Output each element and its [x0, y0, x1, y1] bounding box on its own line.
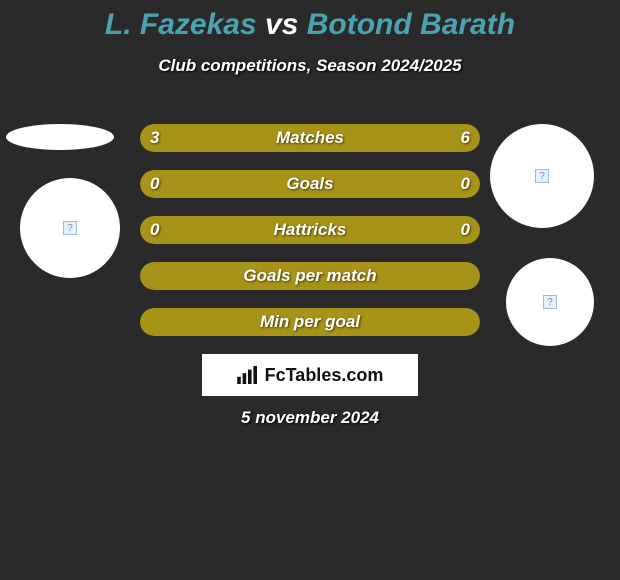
- stat-label: Matches: [140, 124, 480, 152]
- brand-text: FcTables.com: [265, 365, 384, 386]
- placeholder-icon: ?: [535, 169, 549, 183]
- title-player2: Botond Barath: [307, 8, 515, 41]
- crest-right: ?: [506, 258, 594, 346]
- stat-row: Goals per match: [140, 262, 480, 290]
- stat-label: Min per goal: [140, 308, 480, 336]
- brand-box: FcTables.com: [202, 354, 418, 396]
- stat-row: 00Hattricks: [140, 216, 480, 244]
- stat-row: 00Goals: [140, 170, 480, 198]
- avatar-player-right: ?: [490, 124, 594, 228]
- avatar-player-left: ?: [20, 178, 120, 278]
- title-player1: L. Fazekas: [105, 8, 257, 41]
- placeholder-icon: ?: [543, 295, 557, 309]
- subtitle: Club competitions, Season 2024/2025: [0, 56, 620, 76]
- stat-row: Min per goal: [140, 308, 480, 336]
- stat-label: Goals per match: [140, 262, 480, 290]
- placeholder-icon: ?: [63, 221, 77, 235]
- stat-label: Hattricks: [140, 216, 480, 244]
- stat-label: Goals: [140, 170, 480, 198]
- stats-bars: 36Matches 00Goals 00Hattricks Goals per mat…: [140, 124, 480, 354]
- title-vs: vs: [265, 8, 298, 41]
- crest-left: [6, 124, 114, 150]
- content-root: L. Fazekas vs Botond Barath Club competi…: [0, 0, 620, 580]
- page-title: L. Fazekas vs Botond Barath: [0, 0, 620, 42]
- date-line: 5 november 2024: [0, 408, 620, 428]
- bars-icon: [237, 366, 259, 384]
- stat-row: 36Matches: [140, 124, 480, 152]
